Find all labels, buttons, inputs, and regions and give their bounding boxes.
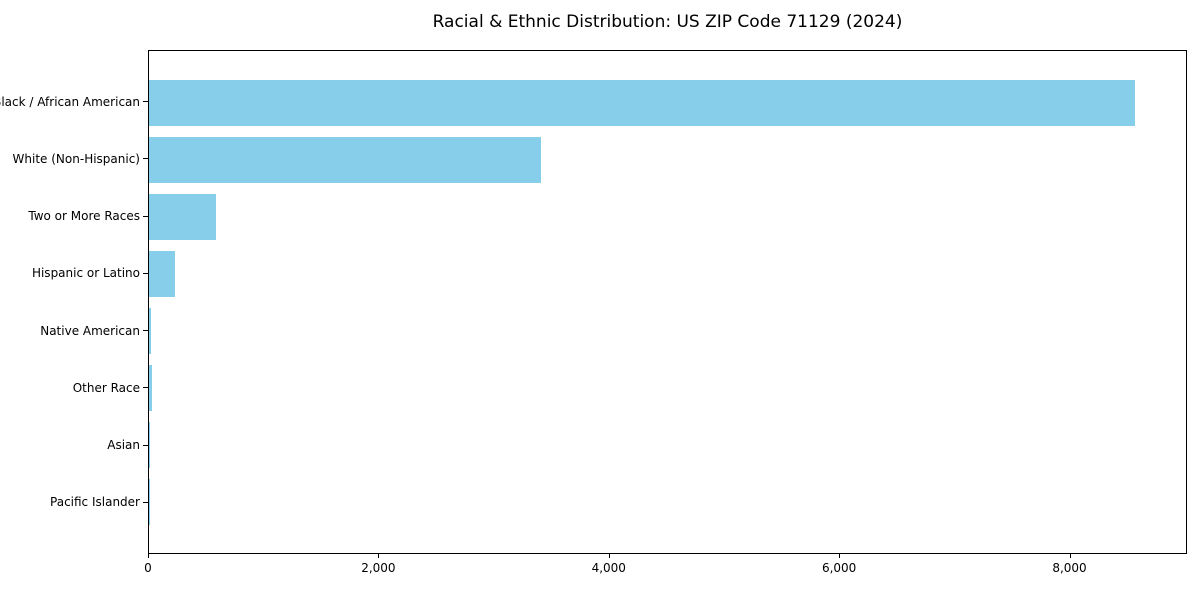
x-tick-label: 4,000	[591, 561, 626, 575]
y-tick-label: Two or More Races	[28, 209, 140, 224]
y-axis-ticks	[143, 50, 148, 554]
chart-row	[149, 188, 1186, 245]
y-tick-label: Hispanic or Latino	[31, 266, 140, 281]
bar-rows	[149, 51, 1186, 553]
data-bar	[149, 79, 1136, 126]
x-axis-tick-labels: 0 2,000 4,000 6,000 8,000	[144, 561, 1187, 579]
y-tick-label: Pacific Islander	[50, 495, 140, 510]
y-tick-mark	[143, 330, 148, 332]
y-tick-mark	[143, 501, 148, 503]
y-tick-mark	[143, 158, 148, 160]
y-tick-label: White (Non-Hispanic)	[12, 151, 140, 166]
x-tick-label: 6,000	[821, 561, 857, 575]
data-bar	[149, 307, 152, 354]
chart-row	[149, 74, 1186, 131]
chart-title: Racial & Ethnic Distribution: US ZIP Cod…	[432, 12, 903, 32]
x-tick-mark	[1069, 553, 1071, 558]
chart-row	[149, 245, 1186, 302]
x-tick-label: 8,000	[1052, 561, 1087, 575]
y-tick-mark	[143, 272, 148, 274]
chart-row	[149, 416, 1186, 473]
x-tick-mark	[378, 553, 380, 558]
chart-row	[149, 131, 1186, 188]
data-bar	[149, 421, 150, 468]
data-bar	[149, 136, 542, 183]
chart-row	[149, 302, 1186, 359]
y-axis-labels: Black / African American White (Non-Hispa…	[0, 50, 140, 554]
x-tick-mark	[148, 553, 149, 558]
x-tick-label: 0	[144, 561, 152, 575]
y-tick-mark	[143, 444, 148, 446]
x-tick-mark	[608, 553, 610, 558]
data-bar	[149, 364, 152, 411]
y-tick-mark	[143, 387, 148, 389]
y-tick-label: Black / African American	[0, 94, 140, 109]
chart-row	[149, 473, 1186, 530]
x-tick-mark	[839, 553, 841, 558]
y-tick-label: Other Race	[72, 380, 140, 395]
y-tick-label: Asian	[107, 438, 140, 453]
data-bar	[149, 193, 217, 240]
data-bar	[149, 250, 176, 297]
x-axis-ticks	[148, 553, 1187, 559]
y-tick-mark	[143, 215, 148, 217]
y-tick-mark	[143, 101, 148, 103]
chart-row	[149, 359, 1186, 416]
y-tick-label: Native American	[40, 323, 140, 338]
x-tick-label: 2,000	[361, 561, 396, 575]
plot-area	[148, 50, 1187, 554]
